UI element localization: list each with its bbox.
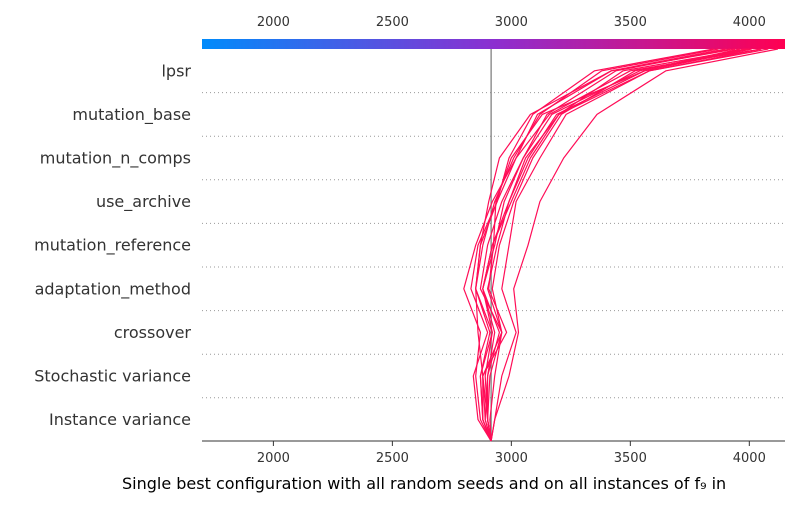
bottom-tick-label: 3000 xyxy=(495,451,528,466)
feature-label: Stochastic variance xyxy=(34,367,191,386)
feature-label: use_archive xyxy=(96,192,191,212)
feature-label: adaptation_method xyxy=(35,279,191,299)
series-lines xyxy=(463,48,779,442)
feature-label: mutation_reference xyxy=(34,236,191,256)
top-tick-label: 3500 xyxy=(614,15,647,30)
bottom-tick-label: 2500 xyxy=(376,451,409,466)
series-line xyxy=(490,48,762,442)
top-tick-label: 4000 xyxy=(733,15,766,30)
series-line xyxy=(490,48,779,442)
top-tick-label: 2000 xyxy=(257,15,290,30)
bottom-tick-label: 2000 xyxy=(257,451,290,466)
series-line xyxy=(482,48,745,442)
series-line xyxy=(470,48,736,442)
bottom-tick-label: 4000 xyxy=(733,451,766,466)
colorbar-gradient xyxy=(202,39,785,49)
feature-label: lpsr xyxy=(161,61,191,80)
series-line xyxy=(475,48,714,442)
feature-label: crossover xyxy=(114,323,192,342)
feature-labels: lpsr mutation_base mutation_n_comps use_arc… xyxy=(34,61,191,429)
series-line xyxy=(463,48,762,442)
series-line xyxy=(482,48,769,442)
bottom-axis: 2000 2500 3000 3500 4000 xyxy=(202,440,785,466)
series-line xyxy=(475,48,719,442)
top-tick-label: 3000 xyxy=(495,15,528,30)
feature-label: mutation_n_comps xyxy=(40,149,191,169)
top-axis: 2000 2500 3000 3500 4000 xyxy=(257,15,766,30)
series-line xyxy=(479,48,740,442)
series-line xyxy=(489,48,750,442)
series-line xyxy=(487,48,752,442)
feature-label: Instance variance xyxy=(49,410,191,429)
series-line xyxy=(475,48,726,442)
colorbar xyxy=(202,39,785,49)
top-tick-label: 2500 xyxy=(376,15,409,30)
bottom-tick-label: 3500 xyxy=(614,451,647,466)
x-axis-title: Single best configuration with all rando… xyxy=(122,474,726,493)
feature-label: mutation_base xyxy=(72,105,191,125)
series-line xyxy=(482,48,748,442)
series-line xyxy=(482,48,731,442)
